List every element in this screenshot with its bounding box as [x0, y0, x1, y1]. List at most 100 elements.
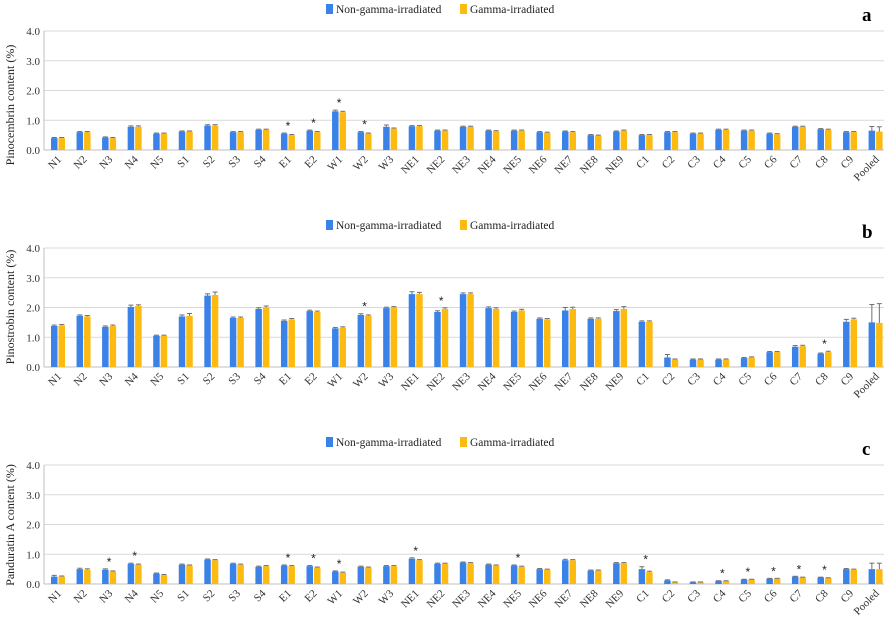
significance-star: * [362, 118, 367, 132]
bar-non-gamma [153, 133, 160, 150]
bar-gamma [211, 125, 219, 150]
y-tick-label: 1.0 [26, 549, 40, 561]
bar-non-gamma [434, 563, 441, 584]
bar-non-gamma [153, 335, 160, 367]
bar-gamma [135, 306, 142, 367]
bar-gamma [365, 567, 372, 584]
bar-gamma [186, 131, 193, 150]
significance-star: * [643, 553, 648, 567]
bar-gamma [773, 134, 781, 150]
bar-gamma [58, 138, 65, 150]
x-tick-label: NE8 [578, 153, 601, 176]
significance-star: * [720, 567, 725, 581]
bar-gamma [492, 131, 500, 150]
x-tick-label: NE4 [476, 153, 499, 176]
x-tick-label: W3 [377, 587, 397, 607]
x-tick-label: C6 [762, 370, 780, 388]
x-tick-label: C2 [660, 588, 678, 606]
bar-non-gamma [510, 130, 518, 150]
bar-non-gamma [715, 359, 722, 367]
bar-gamma [441, 130, 449, 150]
x-tick-label: C4 [711, 153, 729, 171]
bar-non-gamma [127, 563, 135, 584]
bar-gamma [339, 327, 347, 367]
bar-non-gamma [715, 129, 722, 150]
x-tick-label: NE7 [552, 370, 575, 393]
bar-non-gamma [229, 563, 237, 584]
bar-non-gamma [408, 126, 416, 150]
bar-gamma [620, 563, 628, 584]
x-tick-label: E2 [302, 154, 319, 171]
x-tick-label: C5 [736, 153, 754, 171]
x-tick-label: S4 [252, 153, 269, 170]
x-tick-label: C6 [762, 153, 780, 171]
significance-star: * [746, 565, 751, 579]
x-tick-label: N4 [123, 370, 141, 388]
bar-gamma [543, 132, 551, 150]
bar-gamma [773, 352, 781, 367]
bar-gamma [314, 567, 321, 584]
bar-non-gamma [510, 565, 518, 584]
bar-non-gamma [229, 132, 237, 150]
y-tick-label: 2.0 [26, 86, 40, 98]
bar-gamma [416, 294, 423, 367]
significance-star: * [822, 337, 827, 351]
bar-non-gamma [740, 358, 748, 367]
x-tick-label: N1 [46, 588, 64, 606]
bar-gamma [646, 572, 653, 584]
bar-non-gamma [562, 560, 569, 584]
bar-gamma [850, 569, 858, 584]
bar-gamma [390, 566, 398, 584]
bar-non-gamma [204, 295, 211, 367]
panel-letter: b [862, 222, 873, 243]
bar-non-gamma [383, 126, 390, 150]
y-tick-label: 2.0 [26, 303, 40, 315]
x-tick-label: E2 [302, 371, 319, 388]
x-tick-label: NE3 [450, 587, 473, 610]
bar-gamma [211, 560, 219, 584]
bar-non-gamma [689, 582, 697, 584]
bar-non-gamma [817, 129, 824, 150]
x-tick-label: S2 [201, 154, 218, 171]
bar-non-gamma [357, 132, 365, 150]
bar-non-gamma [459, 294, 467, 367]
x-tick-label: NE7 [552, 153, 575, 176]
bar-gamma [237, 317, 244, 367]
bar-gamma [850, 319, 858, 367]
x-tick-label: N3 [97, 370, 115, 388]
bar-non-gamma [153, 573, 160, 584]
bar-non-gamma [536, 569, 543, 584]
y-tick-label: 0.0 [26, 145, 40, 157]
legend-swatch-gamma [460, 4, 467, 14]
significance-star: * [337, 557, 342, 571]
significance-star: * [132, 549, 137, 563]
bar-non-gamma [817, 353, 824, 367]
x-tick-label: NE3 [450, 370, 473, 393]
x-tick-label: S4 [252, 587, 269, 604]
x-tick-label: S4 [252, 370, 269, 387]
bar-gamma [569, 308, 576, 367]
bar-non-gamma [280, 320, 288, 367]
x-tick-label: S3 [226, 153, 243, 170]
x-tick-label: Pooled [852, 153, 882, 183]
bar-non-gamma [766, 352, 773, 367]
x-tick-label: Pooled [852, 587, 882, 617]
bar-gamma [288, 566, 295, 584]
legend-swatch-non-gamma [326, 437, 333, 447]
bar-non-gamma [613, 311, 620, 367]
bar-non-gamma [306, 130, 313, 150]
bar-gamma [84, 569, 91, 584]
bar-non-gamma [613, 563, 620, 584]
x-tick-label: NE9 [603, 587, 626, 610]
legend-label-gamma: Gamma-irradiated [470, 220, 555, 232]
bar-gamma [262, 566, 270, 584]
bar-gamma [160, 335, 168, 367]
bar-non-gamma [204, 559, 211, 584]
bar-gamma [646, 135, 653, 150]
bar-non-gamma [51, 325, 58, 367]
bar-gamma [671, 132, 679, 150]
y-axis-label: Pinocembrin content (%) [3, 45, 17, 166]
bar-non-gamma [868, 569, 876, 584]
bar-gamma [620, 130, 628, 150]
